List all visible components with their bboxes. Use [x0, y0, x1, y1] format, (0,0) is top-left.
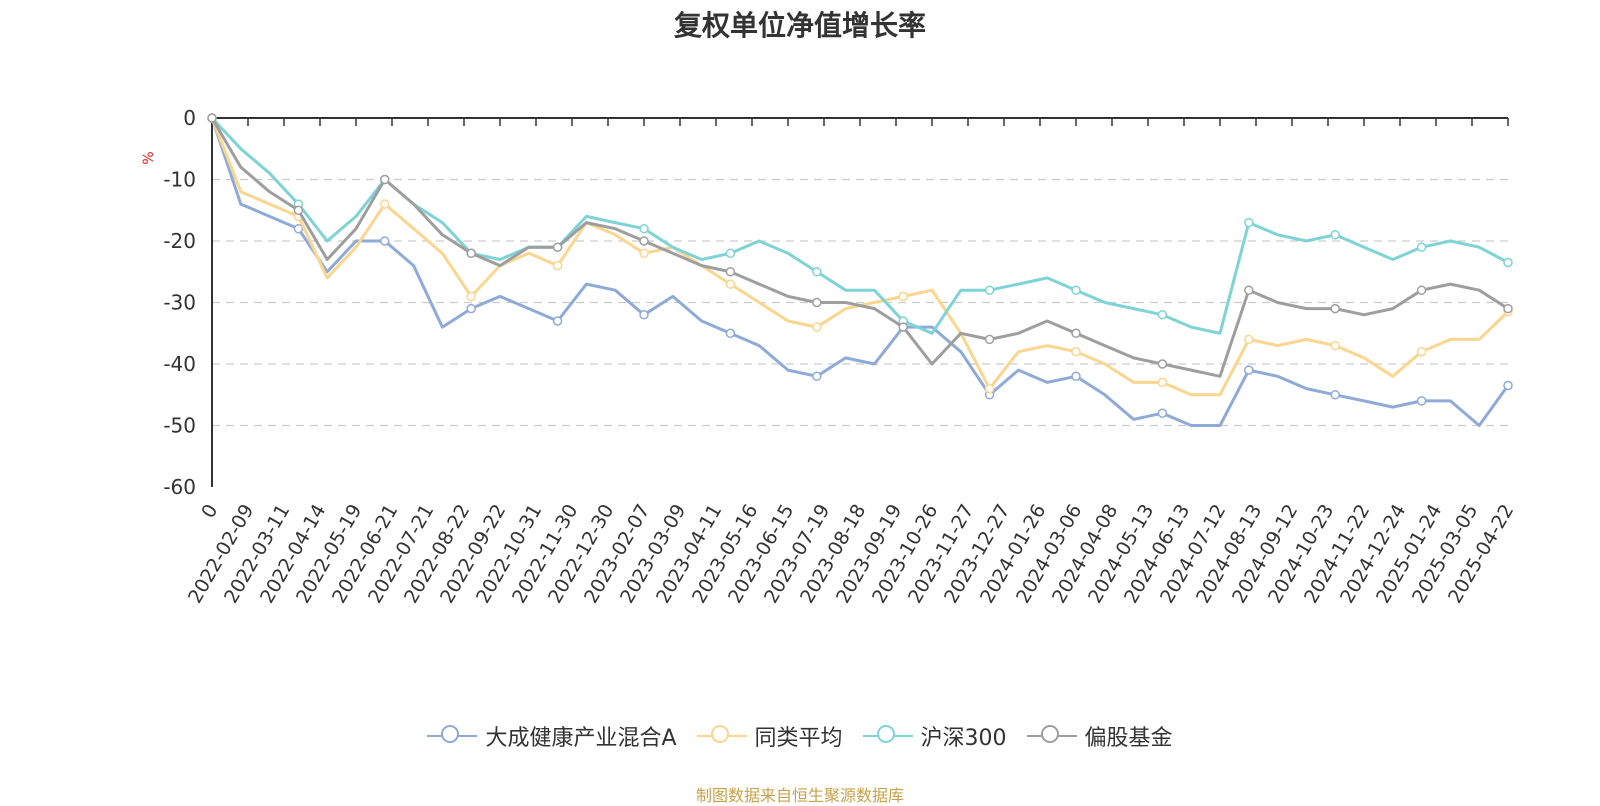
legend-marker-icon: [1026, 724, 1077, 748]
y-axis-label: %: [141, 151, 157, 164]
data-point: [1157, 310, 1168, 320]
data-point: [725, 248, 736, 259]
data-point: [812, 371, 822, 382]
legend-item[interactable]: 沪深300: [862, 720, 1007, 752]
data-point: [1503, 380, 1513, 391]
data-point: [1244, 365, 1254, 375]
data-point: [552, 260, 563, 271]
y-tick-label: -40: [163, 352, 196, 376]
data-point: [1071, 371, 1081, 382]
data-point: [1416, 242, 1427, 252]
legend-marker-icon: [696, 724, 747, 748]
data-point: [1244, 334, 1254, 345]
data-point: [1330, 340, 1340, 351]
series-2: [207, 113, 1513, 335]
data-point: [293, 205, 304, 216]
data-point: [1071, 346, 1081, 357]
y-tick-label: -20: [163, 229, 196, 253]
legend-item[interactable]: 同类平均: [696, 720, 843, 752]
legend-marker-icon: [862, 724, 913, 748]
data-point: [466, 303, 476, 314]
data-point: [1416, 346, 1427, 357]
data-point: [1244, 285, 1254, 295]
series-line: [210, 117, 1510, 397]
data-point: [984, 334, 995, 345]
data-point: [725, 267, 736, 277]
data-point: [898, 291, 908, 302]
data-point: [639, 223, 649, 234]
y-tick-label: 0: [183, 106, 196, 130]
data-point: [639, 248, 649, 259]
data-point: [1416, 396, 1427, 406]
y-tick-label: -60: [163, 475, 196, 499]
legend-marker-icon: [427, 724, 478, 748]
data-point: [466, 248, 476, 259]
data-point: [812, 267, 822, 277]
data-point: [293, 223, 304, 234]
series-line: [210, 117, 1509, 378]
data-point: [1157, 408, 1168, 418]
data-point: [639, 236, 649, 246]
data-point: [466, 291, 476, 302]
data-point: [725, 279, 736, 289]
data-point: [1503, 303, 1513, 314]
y-tick-label: -50: [163, 414, 196, 438]
data-point: [1416, 285, 1427, 295]
legend-label: 大成健康产业混合A: [485, 726, 677, 751]
data-point: [898, 322, 908, 332]
data-point: [984, 383, 995, 394]
data-point: [380, 174, 390, 185]
data-point: [725, 328, 736, 339]
data-point: [1157, 359, 1168, 369]
legend-item[interactable]: 偏股基金: [1026, 720, 1173, 752]
data-point: [380, 236, 390, 246]
data-point: [552, 316, 563, 326]
legend-label: 同类平均: [754, 726, 843, 751]
series-3: [207, 113, 1513, 378]
chart-legend: 大成健康产业混合A 同类平均 沪深300 偏股基金: [0, 720, 1600, 752]
data-point: [1503, 257, 1513, 268]
data-point: [380, 199, 390, 209]
chart-title: 复权单位净值增长率: [673, 9, 926, 42]
series-line: [210, 117, 1510, 427]
data-point: [812, 297, 822, 308]
series-1: [207, 113, 1513, 397]
source-note: 制图数据来自恒生聚源数据库: [695, 786, 904, 805]
y-tick-label: -30: [163, 291, 196, 315]
x-tick-label: 0: [197, 501, 222, 522]
series-line: [210, 116, 1509, 335]
data-point: [207, 113, 217, 123]
y-tick-label: -10: [163, 168, 196, 192]
data-point: [984, 285, 995, 295]
data-point: [1244, 217, 1254, 228]
legend-label: 偏股基金: [1084, 726, 1173, 751]
data-point: [1330, 390, 1340, 400]
data-point: [552, 242, 563, 252]
data-point: [1071, 285, 1081, 295]
data-point: [1071, 328, 1081, 339]
series-0: [207, 113, 1513, 427]
legend-label: 沪深300: [920, 726, 1007, 751]
data-point: [1330, 230, 1340, 240]
data-point: [1330, 303, 1340, 314]
data-point: [812, 322, 822, 332]
data-point: [639, 310, 649, 320]
data-point: [1157, 377, 1168, 388]
legend-item[interactable]: 大成健康产业混合A: [427, 720, 677, 752]
